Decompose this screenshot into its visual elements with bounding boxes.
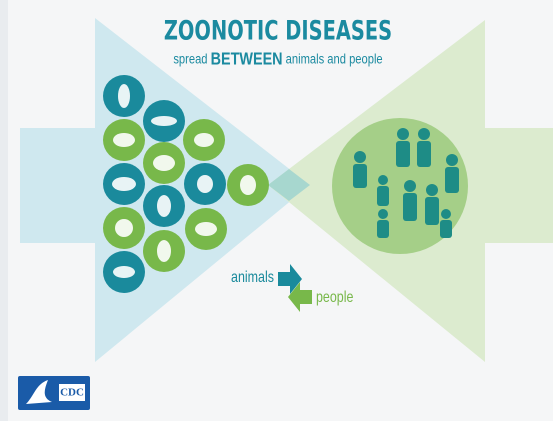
flow-to-label: people bbox=[316, 289, 353, 307]
subtitle-emphasis: BETWEEN bbox=[211, 49, 283, 69]
logo-text: CDC bbox=[60, 387, 84, 399]
logo: CDC bbox=[18, 376, 90, 410]
subtitle-lead: spread bbox=[173, 52, 207, 67]
subtitle-tail: animals and people bbox=[286, 52, 383, 67]
title: ZOONOTIC DISEASES bbox=[164, 14, 392, 46]
flow-from-label: animals bbox=[231, 269, 274, 287]
infographic: ZOONOTIC DISEASES spread BETWEEN animals… bbox=[0, 0, 553, 421]
subtitle: spread BETWEEN animals and people bbox=[173, 49, 382, 69]
